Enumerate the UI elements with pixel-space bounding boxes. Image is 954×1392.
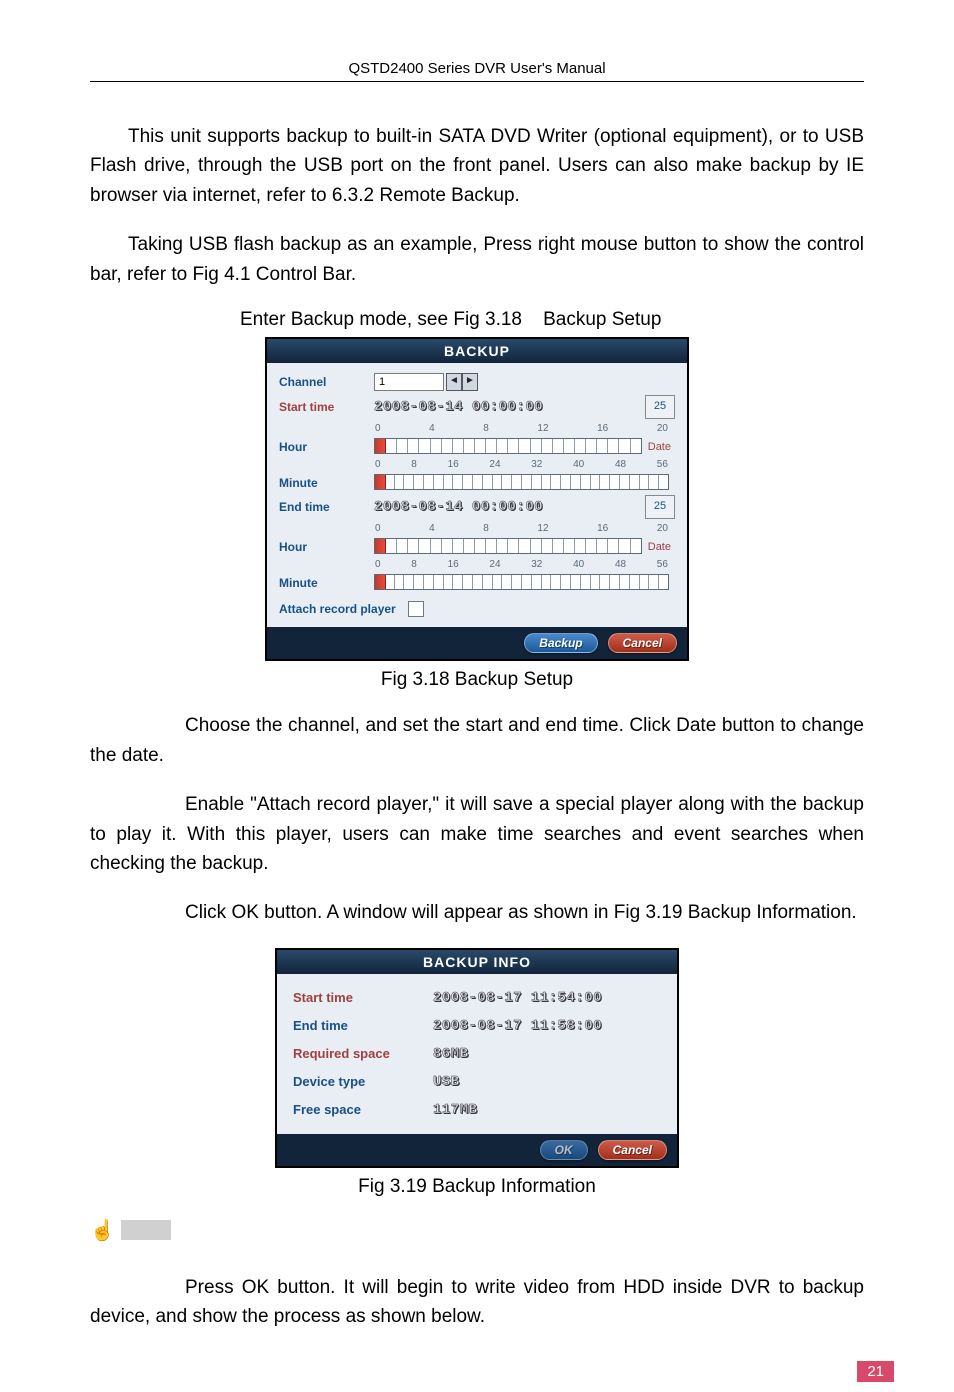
start-hour-ticks: 048121620 xyxy=(374,423,669,434)
start-minute-slider[interactable] xyxy=(374,474,669,490)
info-row-value: 86MB xyxy=(433,1046,469,1062)
info-row-label: Free space xyxy=(293,1102,433,1117)
info-row: Device typeUSB xyxy=(289,1068,665,1096)
paragraph-1: This unit supports backup to built-in SA… xyxy=(90,122,864,210)
start-date-button[interactable]: 25 xyxy=(645,395,675,419)
start-hour-slider[interactable] xyxy=(374,438,642,454)
info-row-label: Required space xyxy=(293,1046,433,1061)
backup-dialog-title: BACKUP xyxy=(267,339,687,363)
caption-setup-intro: Enter Backup mode, see Fig 3.18 Backup S… xyxy=(240,309,864,331)
backup-info-dialog: BACKUP INFO Start time2008-08-17 11:54:0… xyxy=(275,948,679,1168)
channel-input[interactable] xyxy=(374,373,444,391)
paragraph-5: Click OK button. A window will appear as… xyxy=(90,898,864,927)
end-hour-ticks: 048121620 xyxy=(374,523,669,534)
end-minute-slider[interactable] xyxy=(374,574,669,590)
paragraph-4: Enable "Attach record player," it will s… xyxy=(90,790,864,878)
backup-dialog: BACKUP Channel ◄► Start time 2008-08-14 … xyxy=(265,337,689,661)
page-number: 21 xyxy=(857,1361,894,1382)
backup-cancel-button[interactable]: Cancel xyxy=(608,633,677,653)
end-time-label: End time xyxy=(279,500,374,514)
backup-button[interactable]: Backup xyxy=(524,633,597,653)
paragraph-6: Press OK button. It will begin to write … xyxy=(90,1273,864,1332)
start-minute-label: Minute xyxy=(279,476,374,490)
start-time-value: 2008-08-14 00:00:00 xyxy=(374,399,543,415)
caption-setup: Fig 3.18 Backup Setup xyxy=(90,669,864,691)
backup-info-title: BACKUP INFO xyxy=(277,950,677,974)
start-time-label: Start time xyxy=(279,400,374,414)
end-hour-slider[interactable] xyxy=(374,538,642,554)
info-ok-button[interactable]: OK xyxy=(540,1140,588,1160)
info-row-label: Start time xyxy=(293,990,433,1005)
attach-player-label: Attach record player xyxy=(279,602,396,616)
info-row: Start time2008-08-17 11:54:00 xyxy=(289,984,665,1012)
info-row: Free space117MB xyxy=(289,1096,665,1124)
end-date-button[interactable]: 25 xyxy=(645,495,675,519)
info-row: Required space86MB xyxy=(289,1040,665,1068)
info-cancel-button[interactable]: Cancel xyxy=(598,1140,667,1160)
attach-player-checkbox[interactable] xyxy=(408,601,424,617)
paragraph-3: Choose the channel, and set the start an… xyxy=(90,711,864,770)
end-minute-ticks: 08162432404856 xyxy=(374,559,669,570)
info-row-value: 2008-08-17 11:58:00 xyxy=(433,1018,602,1034)
channel-spinner[interactable]: ◄► xyxy=(446,373,478,391)
start-hour-label: Hour xyxy=(279,440,374,454)
doc-header: QSTD2400 Series DVR User's Manual xyxy=(90,60,864,82)
info-row-value: USB xyxy=(433,1074,460,1090)
hand-icon: ☝ xyxy=(90,1218,115,1243)
end-hour-label: Hour xyxy=(279,540,374,554)
end-time-value: 2008-08-14 00:00:00 xyxy=(374,499,543,515)
info-row-label: End time xyxy=(293,1018,433,1033)
end-minute-label: Minute xyxy=(279,576,374,590)
start-minute-ticks: 08162432404856 xyxy=(374,459,669,470)
end-date-sub: Date xyxy=(648,541,675,553)
info-row: End time2008-08-17 11:58:00 xyxy=(289,1012,665,1040)
start-date-sub: Date xyxy=(648,441,675,453)
channel-label: Channel xyxy=(279,375,374,389)
info-row-value: 117MB xyxy=(433,1102,478,1118)
info-row-value: 2008-08-17 11:54:00 xyxy=(433,990,602,1006)
info-row-label: Device type xyxy=(293,1074,433,1089)
paragraph-2: Taking USB flash backup as an example, P… xyxy=(90,230,864,289)
caption-info: Fig 3.19 Backup Information xyxy=(90,1176,864,1198)
notice-box xyxy=(121,1220,171,1240)
